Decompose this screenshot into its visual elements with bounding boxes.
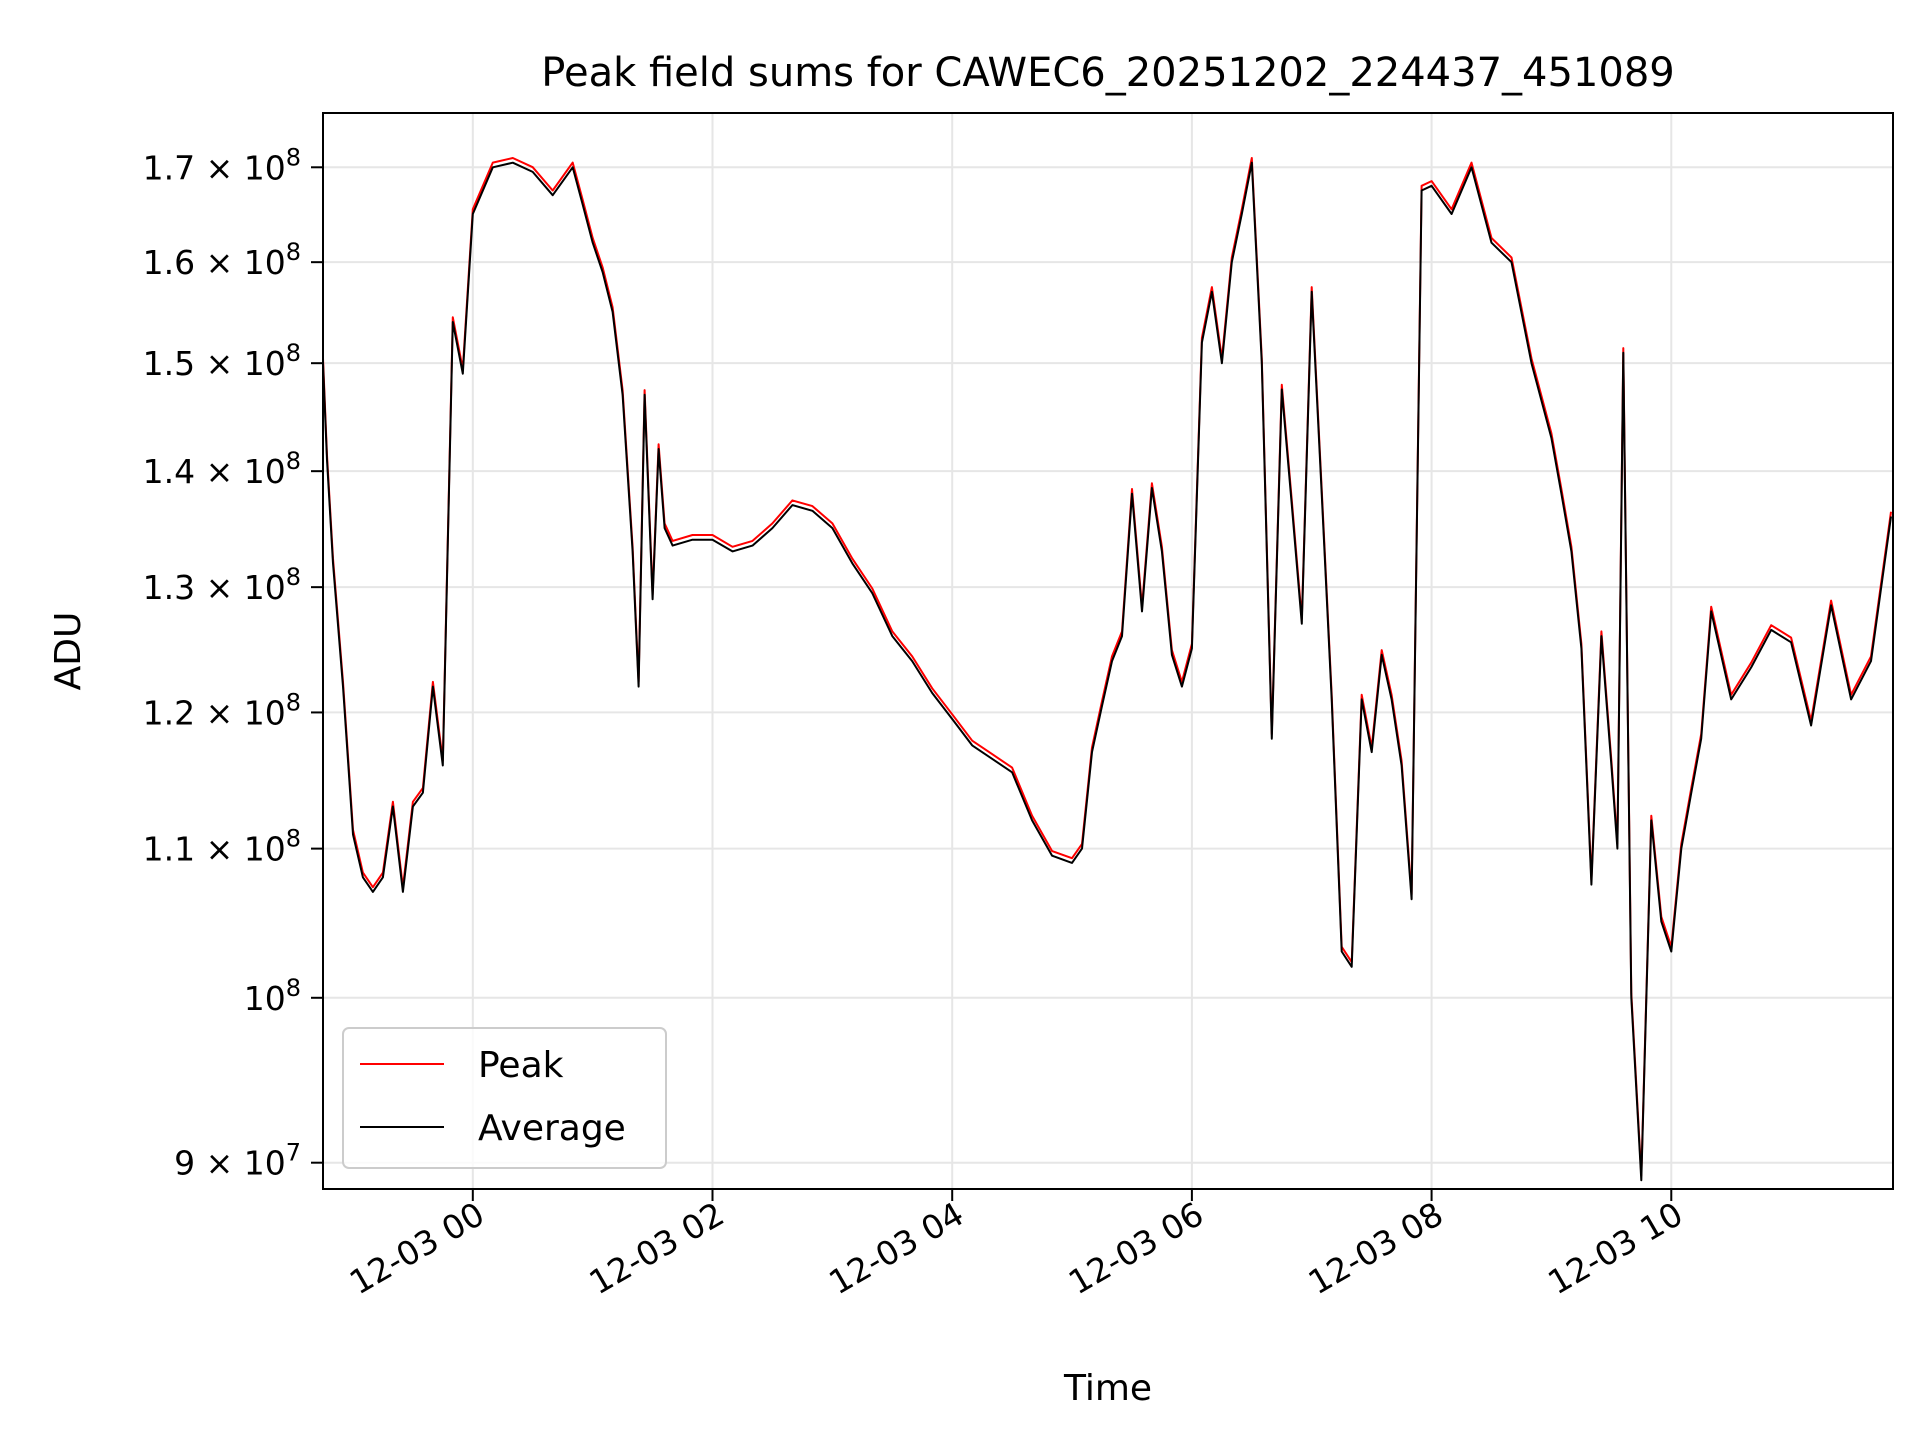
legend: Peak Average xyxy=(342,1027,667,1169)
series-lines xyxy=(322,157,1892,1182)
y-tick-label: 1.4 × 108 xyxy=(143,447,301,491)
y-tick-label: 1.7 × 108 xyxy=(143,143,301,187)
y-tick-label: 1.2 × 108 xyxy=(143,688,301,732)
y-tick-label: 1.5 × 108 xyxy=(143,339,301,383)
y-tick-label: 108 xyxy=(244,974,301,1018)
grid-lines xyxy=(323,113,1893,1189)
x-axis-label: Time xyxy=(1063,1368,1152,1409)
series-line-average xyxy=(322,161,1892,1182)
y-tick-label: 9 × 107 xyxy=(174,1139,301,1183)
legend-label-average: Average xyxy=(478,1108,626,1149)
legend-label-peak: Peak xyxy=(478,1045,564,1086)
y-tick-label: 1.6 × 108 xyxy=(143,238,301,282)
y-tick-label: 1.3 × 108 xyxy=(143,563,301,607)
y-tick-label: 1.1 × 108 xyxy=(143,825,301,869)
chart-title: Peak field sums for CAWEC6_20251202_2244… xyxy=(541,50,1674,96)
y-axis-label: ADU xyxy=(48,612,89,691)
plot-frame xyxy=(322,112,1894,1190)
